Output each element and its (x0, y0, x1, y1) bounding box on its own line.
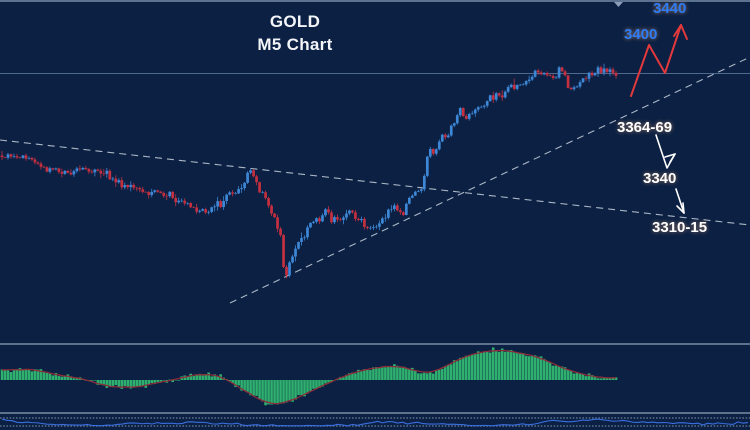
svg-text:3340: 3340 (643, 170, 676, 187)
svg-text:3440: 3440 (653, 0, 686, 17)
svg-text:3310-15: 3310-15 (652, 219, 707, 236)
svg-text:3364-69: 3364-69 (617, 119, 672, 136)
svg-text:3400: 3400 (624, 26, 657, 43)
